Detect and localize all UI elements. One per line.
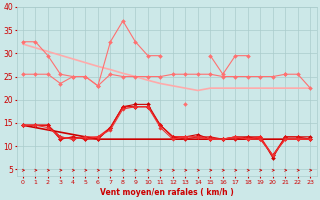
X-axis label: Vent moyen/en rafales ( km/h ): Vent moyen/en rafales ( km/h ): [100, 188, 234, 197]
